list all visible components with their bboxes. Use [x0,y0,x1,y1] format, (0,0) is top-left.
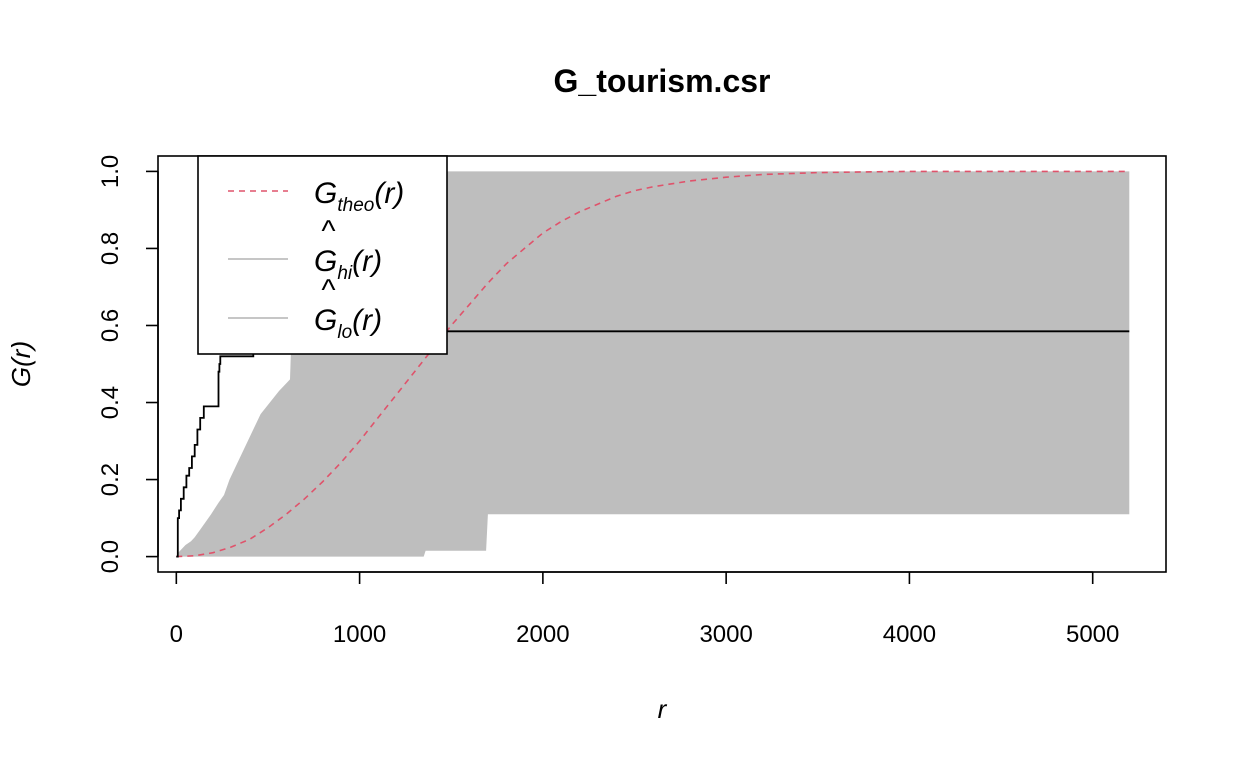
legend-hi-hat: ^ [321,215,336,248]
x-axis-label: r [658,694,668,724]
legend-lo-label: Glo(r) [314,304,382,343]
x-tick-label: 4000 [883,621,936,648]
y-tick-label: 0.2 [97,463,124,496]
legend-theo-label: Gtheo(r) [314,177,404,216]
x-tick-label: 0 [170,621,183,648]
y-axis: 0.0 0.2 0.4 0.6 0.8 1.0 [97,155,159,573]
legend: Gtheo(r)^Ghi(r)^Glo(r) [197,155,448,355]
x-tick-label: 3000 [699,621,752,648]
y-tick-label: 0.8 [97,232,124,265]
legend-hi-label: Ghi(r) [314,245,382,284]
x-axis: 0 1000 2000 3000 4000 5000 [170,571,1119,648]
y-tick-label: 0.6 [97,309,124,342]
observed-g-step-line [176,330,1130,558]
y-tick-label: 1.0 [97,155,124,188]
y-axis-label: G(r) [6,341,36,387]
x-tick-label: 1000 [333,621,386,648]
x-tick-label: 2000 [516,621,569,648]
y-tick-label: 0.0 [97,540,124,573]
y-tick-label: 0.4 [97,386,124,419]
legend-box [197,155,448,355]
x-tick-label: 5000 [1066,621,1119,648]
chart-title: G_tourism.csr [554,63,771,99]
legend-lo-hat: ^ [321,274,336,307]
theoretical-g-line [176,170,1130,558]
